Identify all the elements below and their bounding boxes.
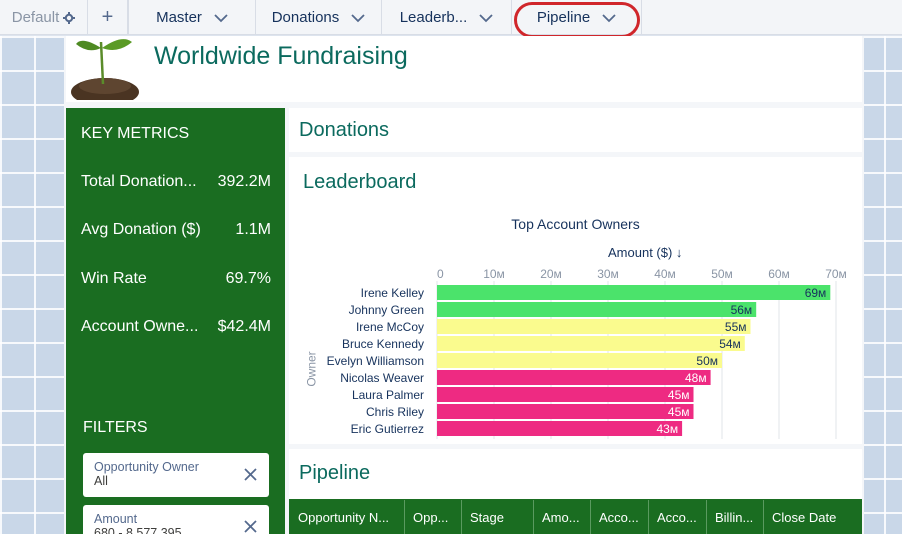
bar[interactable] — [437, 421, 683, 436]
metric-avg-donation[interactable]: Avg Donation ($) 1.1M — [81, 221, 271, 239]
tab-default-label: Default — [11, 9, 60, 26]
leaderboard-chart: 0 10м 20м 30м 40м 50м 60м 70м Irene Kelley 69м Joh… — [327, 267, 847, 439]
tab-default[interactable]: Default — [0, 0, 88, 35]
column-header[interactable]: Opportunity N... — [290, 500, 405, 534]
key-metrics-panel: KEY METRICS Total Donation... 392.2M Avg… — [66, 108, 285, 534]
metric-total-donations[interactable]: Total Donation... 392.2M — [81, 173, 271, 191]
metric-label: Win Rate — [81, 270, 147, 287]
bar[interactable] — [437, 353, 722, 368]
data-label: 55м — [725, 320, 747, 334]
bar[interactable] — [437, 387, 694, 402]
data-label: 43м — [656, 422, 678, 436]
y-tick-label: Nicolas Weaver — [340, 371, 424, 385]
bar[interactable] — [437, 370, 711, 385]
chevron-down-icon[interactable] — [214, 13, 228, 23]
filter-label: Opportunity Owner — [94, 460, 199, 474]
seedling-logo — [71, 39, 139, 100]
metric-value: $42.4M — [217, 318, 271, 335]
x-tick-label: 20м — [540, 267, 562, 281]
y-tick-label: Evelyn Williamson — [327, 354, 424, 368]
filter-value: 680 - 8,577,395 — [94, 526, 182, 534]
chevron-down-icon[interactable] — [351, 13, 365, 23]
chart-title: Top Account Owners — [511, 216, 640, 232]
metric-value: 69.7% — [225, 270, 271, 287]
tab-leaderboard[interactable]: Leaderb... — [382, 0, 512, 35]
data-label: 69м — [805, 286, 827, 300]
metric-value: 392.2M — [217, 173, 271, 190]
data-label: 50м — [696, 354, 718, 368]
tab-donations[interactable]: Donations — [256, 0, 382, 35]
metric-win-rate[interactable]: Win Rate 69.7% — [81, 270, 271, 288]
add-tab-button[interactable]: + — [88, 0, 128, 35]
close-icon[interactable] — [244, 468, 257, 481]
x-tick-label: 70м — [825, 267, 847, 281]
column-header[interactable]: Acco... — [649, 500, 707, 534]
x-tick-label: 30м — [597, 267, 619, 281]
x-tick-label: 50м — [711, 267, 733, 281]
metric-account-owner[interactable]: Account Owne... $42.4M — [81, 318, 271, 336]
tab-leaderboard-label: Leaderb... — [399, 9, 468, 26]
chevron-down-icon[interactable] — [602, 13, 616, 23]
data-label: 54м — [719, 337, 741, 351]
chevron-down-icon[interactable] — [479, 13, 493, 23]
tab-pipeline[interactable]: Pipeline — [512, 0, 642, 35]
data-label: 45м — [668, 405, 690, 419]
bar[interactable] — [437, 336, 745, 351]
bar[interactable] — [437, 319, 751, 334]
y-tick-label: Chris Riley — [366, 405, 424, 419]
column-header[interactable]: Acco... — [591, 500, 649, 534]
data-label: 45м — [668, 388, 690, 402]
tab-bar: Default + Master Donations Leaderb... Pi… — [0, 0, 902, 35]
leaderboard-title: Leaderboard — [303, 171, 417, 193]
plus-icon: + — [101, 6, 114, 28]
column-header[interactable]: Close Date — [772, 510, 837, 525]
filters-title: FILTERS — [83, 419, 148, 436]
y-tick-label: Eric Gutierrez — [351, 422, 424, 436]
y-tick-label: Bruce Kennedy — [342, 337, 424, 351]
metric-value: 1.1M — [235, 221, 271, 238]
tab-pipeline-label: Pipeline — [536, 9, 591, 26]
x-tick-label: 60м — [768, 267, 790, 281]
pipeline-title: Pipeline — [299, 462, 371, 484]
key-metrics-title: KEY METRICS — [81, 125, 190, 142]
donations-title: Donations — [299, 119, 390, 141]
filter-value: All — [94, 474, 108, 488]
gear-icon[interactable] — [63, 11, 76, 24]
bar[interactable] — [437, 404, 694, 419]
y-tick-label: Irene Kelley — [361, 286, 424, 300]
highlight-ring — [514, 2, 640, 38]
x-tick-label: 0 — [437, 267, 444, 281]
y-tick-label: Laura Palmer — [352, 388, 424, 402]
tab-master[interactable]: Master — [128, 0, 256, 35]
x-tick-label: 10м — [483, 267, 505, 281]
y-tick-label: Irene McCoy — [356, 320, 424, 334]
tab-master-label: Master — [156, 9, 202, 26]
metric-label: Total Donation... — [81, 173, 197, 190]
metric-label: Account Owne... — [81, 318, 199, 335]
filter-opportunity-owner[interactable]: Opportunity Owner All — [83, 453, 269, 497]
filter-amount[interactable]: Amount 680 - 8,577,395 — [83, 505, 269, 534]
leaderboard-card[interactable]: Leaderboard Top Account Owners Amount ($… — [289, 157, 862, 444]
x-tick-label: 40м — [654, 267, 676, 281]
pipeline-table-header: Opportunity N... Opp... Stage Amo... Acc… — [289, 499, 862, 534]
column-header[interactable]: Opp... — [405, 500, 462, 534]
data-label: 48м — [685, 371, 707, 385]
y-tick-label: Johnny Green — [349, 303, 424, 317]
x-axis-title[interactable]: Amount ($) ↓ — [608, 245, 683, 260]
close-icon[interactable] — [244, 520, 257, 533]
page-title: Worldwide Fundraising — [154, 42, 408, 70]
bar[interactable] — [437, 285, 831, 300]
metric-label: Avg Donation ($) — [81, 221, 201, 238]
bar[interactable] — [437, 302, 757, 317]
column-header[interactable]: Stage — [462, 500, 534, 534]
data-label: 56м — [731, 303, 753, 317]
tab-donations-label: Donations — [271, 9, 340, 26]
header-card: Worldwide Fundraising — [66, 36, 862, 102]
column-header[interactable]: Billin... — [707, 500, 764, 534]
filter-label: Amount — [94, 512, 138, 526]
donations-card[interactable]: Donations — [289, 108, 862, 152]
column-header[interactable]: Amo... — [534, 500, 591, 534]
